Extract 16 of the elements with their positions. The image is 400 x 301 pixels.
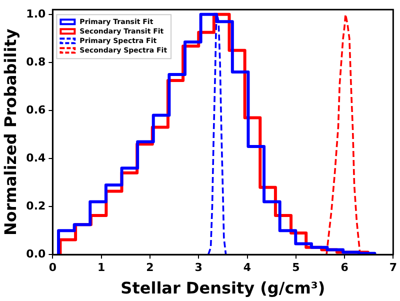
x-tick-label: 4 [243, 261, 252, 274]
y-tick-label: 0.0 [26, 247, 46, 260]
x-axis-title: Stellar Density (g/cm³) [120, 278, 326, 298]
y-tick-label: 1.0 [26, 7, 46, 20]
x-tick-label: 1 [98, 261, 106, 274]
x-tick-label: 2 [146, 261, 154, 274]
x-tick-label: 3 [194, 261, 202, 274]
x-tick-label: 6 [340, 261, 349, 274]
y-tick-label: 0.6 [26, 103, 46, 116]
x-tick-label: 0 [48, 261, 57, 274]
y-tick-label: 0.4 [26, 151, 46, 164]
y-axis-title: Normalized Probability [0, 28, 20, 236]
y-tick-label: 0.8 [26, 55, 46, 68]
y-tick-label: 0.2 [26, 199, 46, 212]
x-tick-label: 7 [389, 261, 397, 274]
x-tick-label: 5 [292, 261, 300, 274]
